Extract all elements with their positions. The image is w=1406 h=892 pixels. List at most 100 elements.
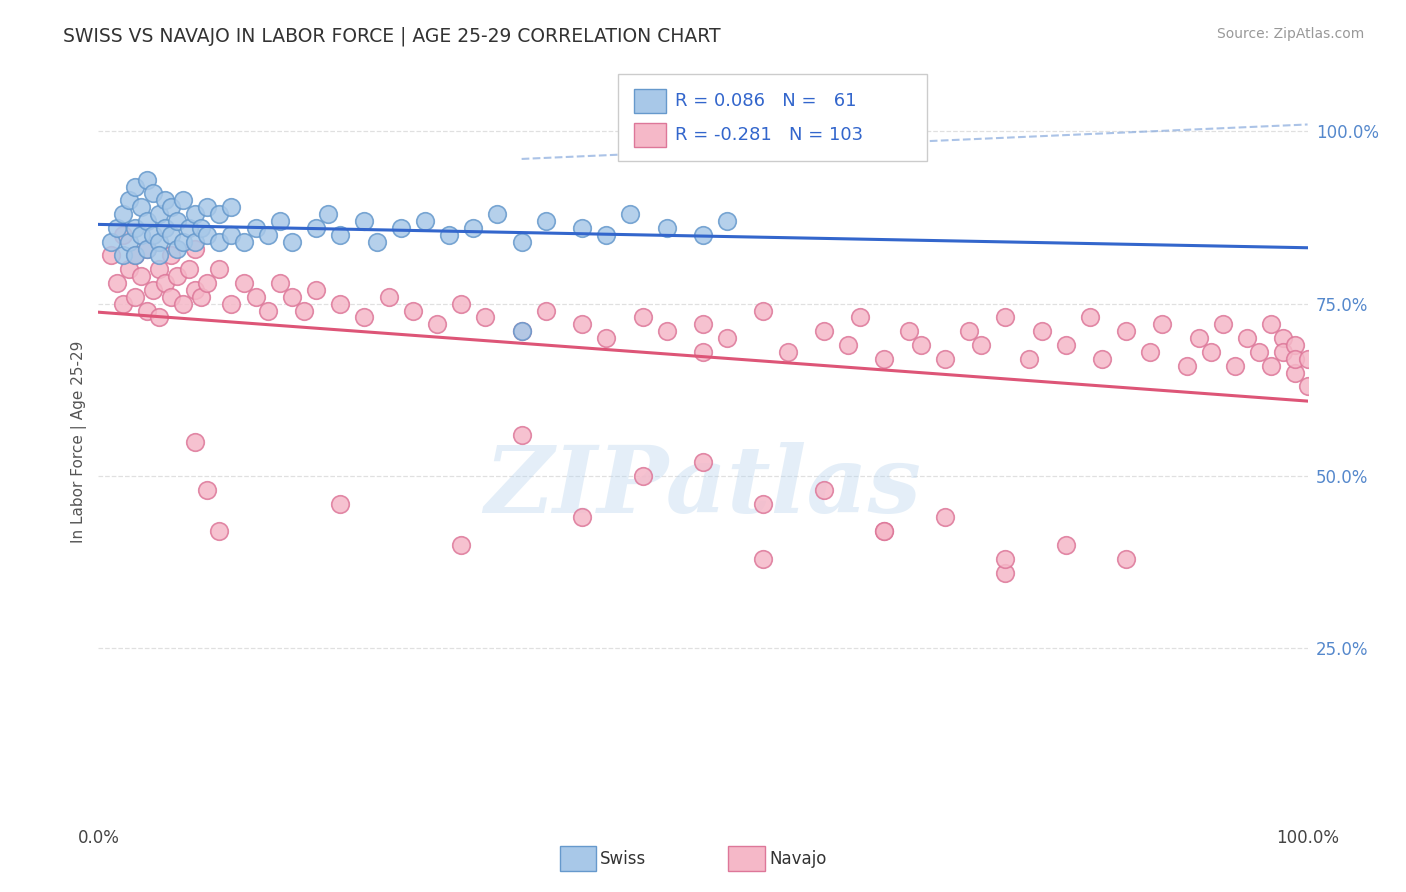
Point [692,345,714,359]
Point [124,248,146,262]
Point [153,220,176,235]
Point [873,351,896,366]
Point [208,207,231,221]
Point [994,310,1017,325]
Point [105,220,128,235]
Point [329,296,352,310]
Point [1260,318,1282,332]
Point [124,220,146,235]
Point [910,338,932,352]
Point [281,290,304,304]
Y-axis label: In Labor Force | Age 25-29: In Labor Force | Age 25-29 [72,341,87,542]
Point [353,310,375,325]
FancyBboxPatch shape [619,74,927,161]
Point [105,276,128,290]
Point [208,262,231,277]
Point [184,283,207,297]
Point [129,227,152,242]
Point [897,324,920,338]
Point [692,318,714,332]
Point [245,290,267,304]
Point [1272,345,1295,359]
Point [534,214,557,228]
Point [1091,351,1114,366]
Point [221,296,243,310]
FancyBboxPatch shape [634,89,665,113]
Point [970,338,993,352]
Point [752,551,775,566]
Point [100,248,122,262]
Point [111,248,134,262]
Point [994,551,1017,566]
Point [837,338,859,352]
Point [1236,331,1258,345]
Point [1175,359,1198,373]
Point [1188,331,1211,345]
Point [1296,351,1319,366]
Point [124,179,146,194]
Point [124,248,146,262]
Point [160,200,183,214]
Point [329,227,352,242]
Point [1284,351,1306,366]
Point [571,510,593,524]
Text: Source: ZipAtlas.com: Source: ZipAtlas.com [1216,27,1364,41]
Point [1249,345,1271,359]
Text: Navajo: Navajo [769,850,827,868]
Point [716,331,738,345]
Point [595,331,617,345]
Point [292,303,315,318]
Point [849,310,872,325]
Point [571,318,593,332]
Point [148,235,170,249]
Point [129,200,152,214]
Point [873,524,896,538]
Text: R = -0.281   N = 103: R = -0.281 N = 103 [675,127,863,145]
Point [510,427,533,442]
Point [873,524,896,538]
Point [160,227,183,242]
Point [166,214,188,228]
Point [111,227,134,242]
Text: R = 0.086   N =   61: R = 0.086 N = 61 [675,92,856,110]
Point [148,262,170,277]
Point [179,262,201,277]
Point [232,235,254,249]
Point [1031,324,1053,338]
Point [135,303,157,318]
Point [1284,338,1306,352]
Point [1115,324,1137,338]
Point [377,290,399,304]
Point [619,207,641,221]
Point [752,497,775,511]
Point [135,242,157,256]
Point [184,207,207,221]
Point [463,220,485,235]
Point [437,227,460,242]
Point [111,296,134,310]
Point [118,194,141,208]
Point [716,214,738,228]
Point [184,242,207,256]
Point [269,214,291,228]
Point [934,351,956,366]
Point [655,324,678,338]
Point [389,220,412,235]
Point [195,227,218,242]
Point [1115,551,1137,566]
Point [813,324,835,338]
Point [153,194,176,208]
Point [160,248,183,262]
Point [1272,331,1295,345]
Point [1139,345,1161,359]
Point [232,276,254,290]
Point [934,510,956,524]
Point [450,296,472,310]
Point [692,227,714,242]
Point [172,194,194,208]
Point [353,214,375,228]
Point [100,235,122,249]
Point [305,283,328,297]
Point [752,303,775,318]
Point [994,566,1017,580]
